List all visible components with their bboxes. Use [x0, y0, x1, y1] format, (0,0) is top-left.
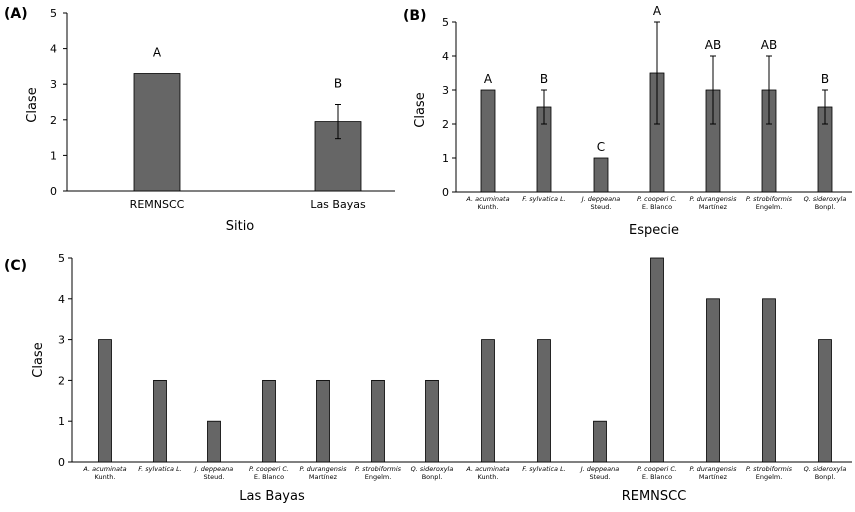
- x-tick-label: P. durangensis: [689, 465, 737, 473]
- x-tick-label: P. durangensis: [689, 195, 737, 203]
- y-tick-label: 0: [442, 186, 449, 199]
- y-tick-label: 1: [58, 415, 65, 428]
- x-tick-label: Bonpl.: [815, 473, 836, 481]
- y-tick-label: 2: [442, 118, 449, 131]
- x-tick-label: Engelm.: [756, 203, 783, 211]
- x-tick-label: A. acuminata: [465, 195, 509, 203]
- y-tick-label: 4: [58, 293, 65, 306]
- bar: [262, 379, 276, 463]
- x-tick-label: P. strobiformis: [746, 195, 793, 203]
- x-tick-label: Q. sideroxyla: [411, 465, 454, 473]
- significance-letter: B: [334, 76, 342, 90]
- x-tick-label: Bonpl.: [422, 473, 443, 481]
- significance-letter: A: [484, 72, 493, 86]
- x-tick-label: J. deppeana: [193, 465, 234, 473]
- bar: [133, 73, 181, 192]
- x-tick-label: Bonpl.: [815, 203, 836, 211]
- y-tick-label: 3: [58, 334, 65, 347]
- x-axis-title: Especie: [629, 223, 679, 238]
- y-tick-label: 5: [50, 7, 57, 20]
- x-tick-label: Steud.: [204, 473, 225, 481]
- bar: [480, 89, 496, 193]
- bar: [207, 420, 221, 463]
- x-tick-label: Martínez: [699, 473, 728, 481]
- x-tick-label: P. cooperi C.: [637, 195, 677, 203]
- x-tick-label: P. cooperi C.: [249, 465, 289, 473]
- y-tick-label: 1: [50, 149, 57, 162]
- y-tick-label: 3: [50, 78, 57, 91]
- x-tick-label: Kunth.: [478, 203, 499, 211]
- panel-label: (B): [403, 8, 426, 24]
- x-tick-label: P. durangensis: [299, 465, 347, 473]
- x-tick-label: Steud.: [590, 473, 611, 481]
- x-tick-label: A. acuminata: [82, 465, 126, 473]
- x-tick-label: Q. sideroxyla: [804, 195, 847, 203]
- x-tick-label: E. Blanco: [642, 473, 672, 481]
- bar: [153, 379, 167, 463]
- x-tick-label: F. sylvatica L.: [522, 465, 566, 473]
- x-tick-label: A. acuminata: [465, 465, 509, 473]
- panel-label: (A): [4, 6, 28, 22]
- y-axis-title: Clase: [31, 342, 46, 377]
- x-tick-label: P. cooperi C.: [637, 465, 677, 473]
- x-tick-label: E. Blanco: [254, 473, 284, 481]
- y-tick-label: 4: [442, 50, 449, 63]
- y-tick-label: 2: [50, 114, 57, 127]
- x-tick-label: J. deppeana: [580, 195, 621, 203]
- significance-letter: A: [153, 46, 162, 60]
- y-tick-label: 2: [58, 374, 65, 387]
- x-tick-label: Las Bayas: [310, 198, 366, 211]
- bar: [98, 339, 112, 463]
- bar: [706, 298, 720, 463]
- significance-letter: C: [597, 140, 605, 154]
- x-tick-label: Steud.: [591, 203, 612, 211]
- y-tick-label: 5: [442, 16, 449, 29]
- x-tick-label: Engelm.: [756, 473, 783, 481]
- significance-letter: B: [540, 72, 548, 86]
- bar: [762, 298, 776, 463]
- bar: [593, 157, 609, 193]
- bar: [818, 339, 832, 463]
- y-tick-label: 1: [442, 152, 449, 165]
- x-tick-label: Q. sideroxyla: [804, 465, 847, 473]
- x-tick-label: P. strobiformis: [355, 465, 402, 473]
- panel-label: (C): [4, 258, 27, 274]
- bar: [650, 257, 664, 463]
- bar: [481, 339, 495, 463]
- panel-a-chart: (A) 0 1 2 3 4 5 A B REMNSCC Las Bayas Sitio Clase: [4, 6, 395, 234]
- x-tick-label: E. Blanco: [642, 203, 672, 211]
- x-axis-title: Sitio: [226, 219, 255, 234]
- x-tick-label: Kunth.: [95, 473, 116, 481]
- significance-letter: AB: [761, 38, 777, 52]
- x-tick-label: Engelm.: [365, 473, 392, 481]
- y-tick-label: 0: [58, 456, 65, 469]
- bar: [593, 420, 607, 463]
- y-axis-title: Clase: [413, 92, 428, 127]
- x-tick-label: Martínez: [309, 473, 338, 481]
- group-label: Las Bayas: [239, 489, 305, 504]
- x-tick-label: P. strobiformis: [746, 465, 793, 473]
- y-tick-label: 4: [50, 43, 57, 56]
- x-tick-label: Martínez: [699, 203, 728, 211]
- bar: [371, 379, 385, 463]
- y-tick-label: 5: [58, 252, 65, 265]
- group-label: REMNSCC: [622, 489, 687, 504]
- x-tick-label: F. sylvatica L.: [138, 465, 182, 473]
- significance-letter: AB: [705, 38, 721, 52]
- y-tick-label: 3: [442, 84, 449, 97]
- bar: [537, 339, 551, 463]
- bar: [425, 379, 439, 463]
- significance-letter: B: [821, 72, 829, 86]
- x-tick-label: J. deppeana: [579, 465, 620, 473]
- y-axis-title: Clase: [25, 87, 40, 122]
- bar: [316, 379, 330, 463]
- x-tick-label: F. sylvatica L.: [522, 195, 566, 203]
- x-tick-label: Kunth.: [478, 473, 499, 481]
- x-tick-label: REMNSCC: [130, 198, 185, 211]
- significance-letter: A: [653, 4, 662, 18]
- y-tick-label: 0: [50, 185, 57, 198]
